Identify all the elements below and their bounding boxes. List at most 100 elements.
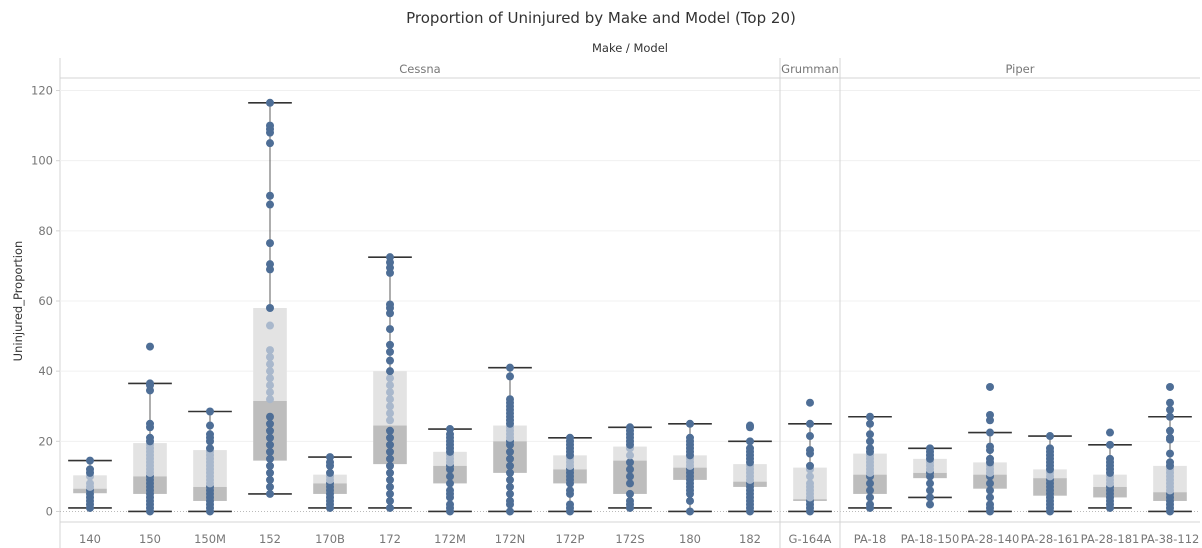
data-point (446, 486, 454, 495)
data-point (1106, 440, 1114, 449)
data-point (866, 444, 874, 453)
data-point (266, 381, 274, 390)
data-point (446, 479, 454, 488)
data-point (566, 486, 574, 495)
data-point (926, 486, 934, 495)
x-tick-label: 150 (139, 532, 161, 546)
data-point (1166, 449, 1174, 458)
data-point (266, 482, 274, 491)
data-point (866, 486, 874, 495)
data-point (206, 444, 214, 453)
x-tick-label: 150M (194, 532, 226, 546)
data-point (566, 500, 574, 509)
data-point (926, 493, 934, 502)
data-point (266, 121, 274, 130)
data-point (386, 395, 394, 404)
data-point (806, 419, 814, 428)
data-point (1166, 412, 1174, 421)
data-point (266, 489, 274, 498)
y-axis-title: Uninjured_Proportion (11, 241, 25, 362)
data-point (506, 468, 514, 477)
data-point (386, 367, 394, 376)
data-point (386, 447, 394, 456)
data-point (386, 416, 394, 425)
data-point (686, 496, 694, 505)
data-point (986, 411, 994, 420)
data-point (986, 428, 994, 437)
x-tick-label: 172M (434, 532, 466, 546)
data-point (806, 398, 814, 407)
data-point (266, 367, 274, 376)
data-point (506, 363, 514, 372)
data-point (506, 454, 514, 463)
data-point (1106, 454, 1114, 463)
data-point (386, 374, 394, 383)
data-point (266, 440, 274, 449)
data-point (866, 500, 874, 509)
x-tick-label: PA-28-181 (1081, 532, 1140, 546)
data-point (866, 430, 874, 439)
data-point (926, 444, 934, 453)
x-tick-label: 180 (679, 532, 701, 546)
data-point (266, 388, 274, 397)
data-point (566, 433, 574, 442)
y-tick-label: 60 (38, 294, 53, 308)
x-tick-label: PA-18-150 (901, 532, 960, 546)
data-point (986, 442, 994, 451)
data-point (386, 489, 394, 498)
data-point (746, 437, 754, 446)
data-point (1106, 428, 1114, 437)
data-point (266, 321, 274, 330)
data-point (806, 472, 814, 481)
data-point (266, 468, 274, 477)
data-point (266, 374, 274, 383)
data-point (386, 482, 394, 491)
data-point (266, 447, 274, 456)
data-point (866, 412, 874, 421)
data-point (266, 200, 274, 209)
data-point (806, 461, 814, 470)
data-point (986, 493, 994, 502)
data-point (986, 382, 994, 391)
data-point (386, 347, 394, 356)
data-point (506, 496, 514, 505)
data-point (446, 500, 454, 509)
data-point (386, 454, 394, 463)
data-point (746, 444, 754, 453)
x-tick-label: 170B (315, 532, 345, 546)
data-point (266, 433, 274, 442)
data-point (386, 503, 394, 512)
y-tick-label: 100 (31, 154, 53, 168)
data-point (866, 437, 874, 446)
x-tick-label: 172 (379, 532, 401, 546)
y-tick-label: 20 (38, 434, 53, 448)
data-point (386, 340, 394, 349)
data-point (206, 421, 214, 430)
group-label: Cessna (399, 62, 440, 76)
x-tick-label: 182 (739, 532, 761, 546)
data-point (506, 372, 514, 381)
data-point (506, 507, 514, 516)
data-point (266, 475, 274, 484)
data-point (386, 461, 394, 470)
data-point (386, 356, 394, 365)
data-point (506, 461, 514, 470)
x-tick-label: 172N (495, 532, 526, 546)
data-point (146, 419, 154, 428)
data-point (506, 395, 514, 404)
data-point (266, 412, 274, 421)
x-tick-label: 172S (615, 532, 644, 546)
data-point (86, 465, 94, 474)
data-point (926, 500, 934, 509)
data-point (506, 482, 514, 491)
data-point (386, 426, 394, 435)
x-tick-label: 140 (79, 532, 101, 546)
data-point (266, 98, 274, 107)
data-point (326, 468, 334, 477)
data-point (206, 430, 214, 439)
y-tick-label: 120 (31, 84, 53, 98)
data-point (266, 454, 274, 463)
data-point (1166, 398, 1174, 407)
data-point (506, 489, 514, 498)
